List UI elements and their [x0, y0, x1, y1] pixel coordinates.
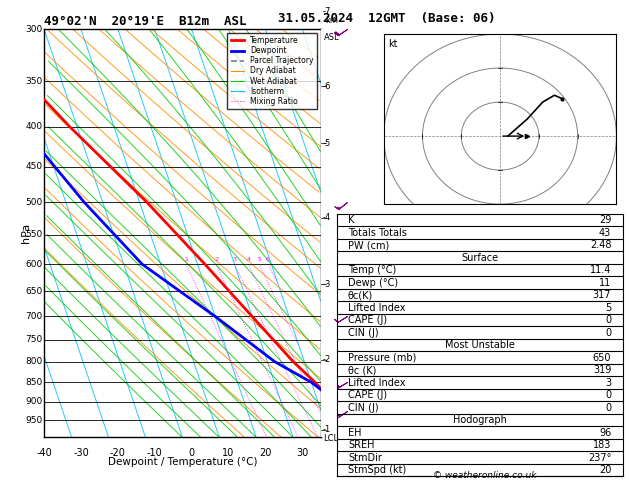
Text: 29: 29 [599, 215, 611, 225]
Text: 3: 3 [605, 378, 611, 387]
Text: -5: -5 [323, 139, 331, 148]
Text: LCL: LCL [323, 434, 338, 443]
Text: 750: 750 [25, 335, 43, 345]
Text: 183: 183 [593, 440, 611, 450]
Text: 20: 20 [599, 465, 611, 475]
Text: Dewp (°C): Dewp (°C) [348, 278, 398, 288]
Text: 450: 450 [26, 162, 43, 171]
Text: 500: 500 [25, 198, 43, 207]
Text: Mixing Ratio (g/kg): Mixing Ratio (g/kg) [338, 191, 347, 276]
Text: 950: 950 [25, 416, 43, 424]
Text: 11.4: 11.4 [590, 265, 611, 275]
Text: CAPE (J): CAPE (J) [348, 315, 387, 325]
Text: 317: 317 [593, 290, 611, 300]
Text: -1: -1 [323, 425, 331, 434]
Text: EH: EH [348, 428, 362, 437]
Text: Temp (°C): Temp (°C) [348, 265, 396, 275]
Text: 400: 400 [26, 122, 43, 131]
Text: 4: 4 [246, 257, 250, 262]
Text: 96: 96 [599, 428, 611, 437]
Text: Pressure (mb): Pressure (mb) [348, 352, 416, 363]
Text: -10: -10 [147, 448, 163, 458]
Text: 319: 319 [593, 365, 611, 375]
Text: 5: 5 [605, 303, 611, 312]
Text: Lifted Index: Lifted Index [348, 303, 406, 312]
Text: -40: -40 [36, 448, 52, 458]
Text: 31.05.2024  12GMT  (Base: 06): 31.05.2024 12GMT (Base: 06) [278, 12, 496, 25]
Text: 850: 850 [25, 378, 43, 387]
Text: © weatheronline.co.uk: © weatheronline.co.uk [433, 471, 536, 480]
Text: CAPE (J): CAPE (J) [348, 390, 387, 400]
Text: 0: 0 [605, 328, 611, 338]
Text: PW (cm): PW (cm) [348, 240, 389, 250]
Text: 2.48: 2.48 [590, 240, 611, 250]
Text: 49°02'N  20°19'E  B12m  ASL: 49°02'N 20°19'E B12m ASL [44, 15, 247, 28]
Text: StmSpd (kt): StmSpd (kt) [348, 465, 406, 475]
Text: CIN (J): CIN (J) [348, 402, 379, 413]
Text: 237°: 237° [588, 452, 611, 463]
Text: Most Unstable: Most Unstable [445, 340, 515, 350]
Text: 10: 10 [223, 448, 235, 458]
Text: -6: -6 [323, 82, 331, 91]
Text: 900: 900 [25, 397, 43, 406]
Text: 0: 0 [605, 402, 611, 413]
Text: 0: 0 [605, 390, 611, 400]
Text: 600: 600 [25, 260, 43, 269]
Text: 20: 20 [259, 448, 272, 458]
Text: 1: 1 [184, 257, 188, 262]
Text: Surface: Surface [461, 253, 498, 262]
Text: -4: -4 [323, 213, 331, 222]
Text: 700: 700 [25, 312, 43, 321]
Text: -20: -20 [110, 448, 126, 458]
Text: -30: -30 [73, 448, 89, 458]
Text: 550: 550 [25, 230, 43, 239]
Text: -7: -7 [323, 7, 331, 16]
Text: 650: 650 [593, 352, 611, 363]
Text: 3: 3 [233, 257, 237, 262]
Text: Totals Totals: Totals Totals [348, 227, 407, 238]
Text: StmDir: StmDir [348, 452, 382, 463]
Text: hPa: hPa [21, 223, 31, 243]
Text: θᴄ(K): θᴄ(K) [348, 290, 373, 300]
Text: -3: -3 [323, 280, 331, 289]
Text: 2: 2 [214, 257, 218, 262]
Text: K: K [348, 215, 354, 225]
Text: CIN (J): CIN (J) [348, 328, 379, 338]
X-axis label: Dewpoint / Temperature (°C): Dewpoint / Temperature (°C) [108, 457, 257, 467]
Legend: Temperature, Dewpoint, Parcel Trajectory, Dry Adiabat, Wet Adiabat, Isotherm, Mi: Temperature, Dewpoint, Parcel Trajectory… [228, 33, 317, 109]
Text: 0: 0 [605, 315, 611, 325]
Text: SREH: SREH [348, 440, 374, 450]
Text: kt: kt [388, 39, 398, 49]
Text: 30: 30 [296, 448, 308, 458]
Text: 5: 5 [257, 257, 261, 262]
Text: 300: 300 [25, 25, 43, 34]
Text: 0: 0 [189, 448, 195, 458]
Text: 11: 11 [599, 278, 611, 288]
Text: ASL: ASL [325, 33, 340, 42]
Text: θᴄ (K): θᴄ (K) [348, 365, 376, 375]
Text: 43: 43 [599, 227, 611, 238]
Text: -2: -2 [323, 355, 331, 364]
Text: 6: 6 [266, 257, 270, 262]
Text: Hodograph: Hodograph [453, 415, 506, 425]
Text: 650: 650 [25, 287, 43, 296]
Text: 350: 350 [25, 77, 43, 86]
Text: km: km [326, 16, 338, 25]
Text: Lifted Index: Lifted Index [348, 378, 406, 387]
Text: 800: 800 [25, 357, 43, 366]
